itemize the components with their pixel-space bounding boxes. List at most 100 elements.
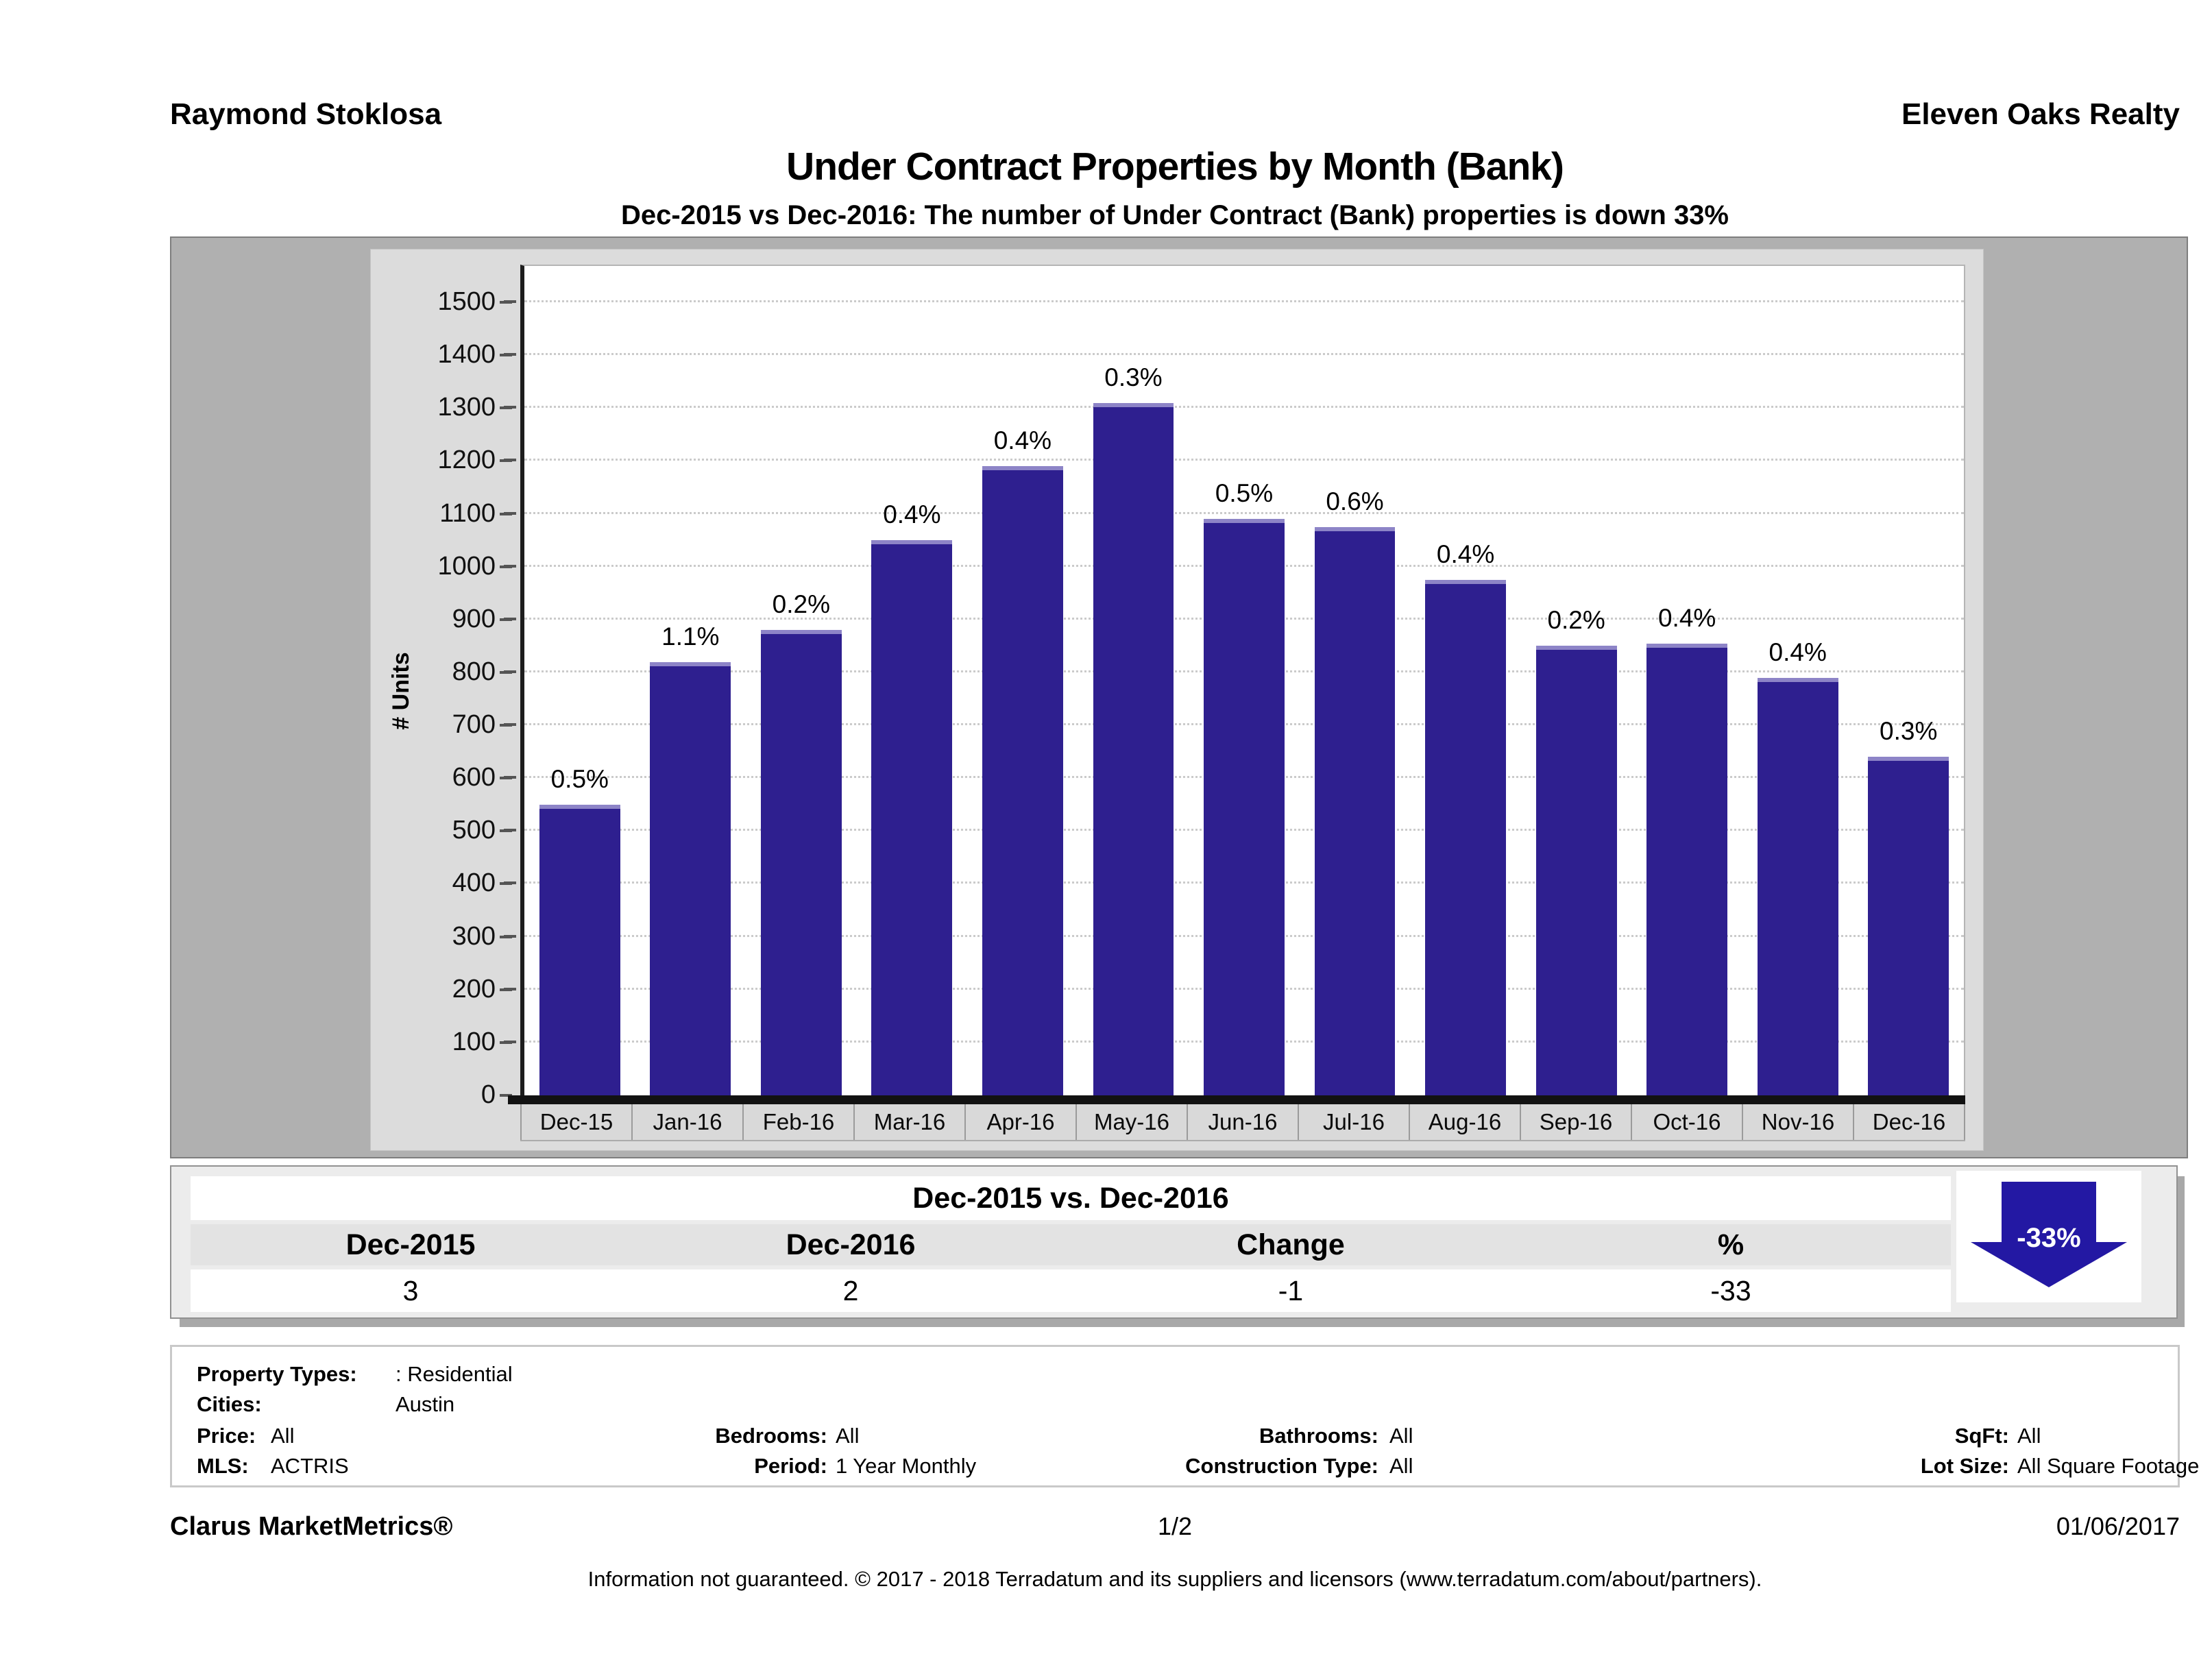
x-axis-label: Jul-16 bbox=[1299, 1104, 1410, 1140]
chart-panel: # Units 0 100 200 300 400 500 600 700 800 900 1000… bbox=[170, 236, 2188, 1158]
y-axis-tick-label: 600 bbox=[452, 763, 496, 792]
footer-row: Clarus MarketMetrics® 1/2 01/06/2017 bbox=[170, 1512, 2180, 1545]
bar-value-label: 0.4% bbox=[1657, 603, 1716, 632]
y-axis-tick-label: 1300 bbox=[437, 393, 496, 422]
lot-size-value: All Square Footage bbox=[2017, 1454, 2200, 1478]
y-axis: 0 100 200 300 400 500 600 700 800 900 1000 1100 1200… bbox=[371, 265, 516, 1109]
agent-name: Raymond Stoklosa bbox=[170, 97, 442, 131]
x-axis-label: Feb-16 bbox=[744, 1104, 855, 1140]
gridline bbox=[504, 406, 1964, 409]
page-subtitle: Dec-2015 vs Dec-2016: The number of Unde… bbox=[621, 200, 1729, 230]
bar-value-label: 0.3% bbox=[1104, 363, 1163, 391]
summary-value: 3 bbox=[402, 1275, 419, 1306]
bar-value-label: 0.4% bbox=[883, 500, 941, 529]
x-axis-label: Aug-16 bbox=[1410, 1104, 1521, 1140]
summary-value: -1 bbox=[1278, 1275, 1304, 1306]
x-axis-label: Mar-16 bbox=[855, 1104, 966, 1140]
y-axis-tick-label: 400 bbox=[452, 868, 496, 898]
x-axis-label: Apr-16 bbox=[966, 1104, 1077, 1140]
x-axis-label: Oct-16 bbox=[1632, 1104, 1743, 1140]
bar-value-label: 0.6% bbox=[1326, 487, 1384, 515]
y-axis-tick-label: 0 bbox=[481, 1080, 496, 1109]
summary-value: -33 bbox=[1710, 1275, 1751, 1306]
bedrooms-label: Bedrooms: bbox=[715, 1424, 827, 1448]
bar-value-label: 0.2% bbox=[772, 590, 830, 619]
bar-oct-16 bbox=[1646, 643, 1728, 1095]
y-axis-tick-label: 900 bbox=[452, 604, 496, 633]
bar-may-16 bbox=[1093, 402, 1174, 1095]
summary-col-header: Dec-2016 bbox=[786, 1228, 916, 1261]
bar-value-label: 0.4% bbox=[993, 426, 1052, 455]
bar-jul-16 bbox=[1314, 526, 1396, 1095]
bar-sep-16 bbox=[1535, 646, 1617, 1095]
filter-criteria-box: Property Types: : Residential Cities: Au… bbox=[170, 1345, 2199, 1487]
gridline bbox=[504, 511, 1964, 515]
y-axis-tick-label: 1000 bbox=[437, 551, 496, 581]
property-types-value: : Residential bbox=[396, 1362, 513, 1386]
summary-col-header: Change bbox=[1237, 1228, 1345, 1261]
bathrooms-value: All bbox=[1389, 1424, 1413, 1448]
y-axis-tick-label: 200 bbox=[452, 974, 496, 1004]
sqft-value: All bbox=[2017, 1424, 2041, 1448]
mls-value: ACTRIS bbox=[271, 1454, 349, 1478]
change-badge-label: -33% bbox=[2017, 1223, 2081, 1253]
down-arrow-icon: -33% bbox=[1971, 1182, 2127, 1287]
property-types-label: Property Types: bbox=[197, 1362, 357, 1386]
y-axis-tick-label: 800 bbox=[452, 657, 496, 686]
x-axis-label: Dec-15 bbox=[520, 1104, 633, 1140]
x-axis-label: Nov-16 bbox=[1743, 1104, 1854, 1140]
page-title: Under Contract Properties by Month (Bank… bbox=[786, 145, 1564, 189]
y-axis-tick-label: 100 bbox=[452, 1027, 496, 1056]
x-axis-label: Jun-16 bbox=[1188, 1104, 1299, 1140]
gridline bbox=[504, 459, 1964, 462]
y-axis-tick-label: 1500 bbox=[437, 287, 496, 316]
period-value: 1 Year Monthly bbox=[836, 1454, 977, 1478]
bar-value-label: 0.4% bbox=[1769, 637, 1827, 666]
summary-col-header: Dec-2015 bbox=[345, 1228, 476, 1261]
x-axis-line bbox=[508, 1095, 1965, 1104]
summary-title: Dec-2015 vs. Dec-2016 bbox=[191, 1176, 1951, 1220]
y-axis-tick-label: 700 bbox=[452, 710, 496, 740]
brand-name: Clarus MarketMetrics® bbox=[170, 1512, 453, 1541]
summary-table: Dec-2015 vs. Dec-2016 Dec-2015 Dec-2016 … bbox=[170, 1165, 2178, 1319]
bar-value-label: 0.2% bbox=[1547, 606, 1605, 635]
summary-value-row: 3 2 -1 -33 bbox=[191, 1269, 1951, 1312]
summary-header-row: Dec-2015 Dec-2016 Change % bbox=[191, 1224, 1951, 1265]
y-axis-tick-label: 300 bbox=[452, 921, 496, 951]
bar-jan-16 bbox=[650, 661, 731, 1095]
x-axis-label: May-16 bbox=[1077, 1104, 1188, 1140]
company-name: Eleven Oaks Realty bbox=[1901, 97, 2180, 131]
gridline bbox=[504, 300, 1964, 303]
bar-mar-16 bbox=[871, 540, 953, 1095]
x-axis-label: Jan-16 bbox=[633, 1104, 744, 1140]
sqft-label: SqFt: bbox=[1954, 1424, 2009, 1448]
price-label: Price: bbox=[197, 1424, 256, 1448]
chart-inner-panel: # Units 0 100 200 300 400 500 600 700 800 900 1000… bbox=[370, 249, 1984, 1151]
cities-label: Cities: bbox=[197, 1392, 262, 1416]
lot-size-label: Lot Size: bbox=[1920, 1454, 2009, 1478]
bar-value-label: 0.5% bbox=[1215, 479, 1274, 508]
price-value: All bbox=[271, 1424, 295, 1448]
bar-value-label: 0.5% bbox=[550, 764, 609, 793]
plot-area: 0.5% 1.1% 0.2% 0.4% 0.4% 0.3% 0.5% 0.6% 0.4% 0.2%… bbox=[504, 265, 1965, 1095]
bar-dec-15 bbox=[539, 804, 620, 1095]
y-axis-tick-label: 1200 bbox=[437, 446, 496, 475]
change-badge-card: -33% bbox=[1956, 1171, 2141, 1302]
bedrooms-value: All bbox=[836, 1424, 860, 1448]
report-date: 01/06/2017 bbox=[2056, 1512, 2180, 1540]
disclaimer-text: Information not guaranteed. © 2017 - 201… bbox=[587, 1567, 1762, 1591]
bar-aug-16 bbox=[1425, 579, 1507, 1095]
bar-dec-16 bbox=[1868, 757, 1949, 1095]
cities-value: Austin bbox=[396, 1392, 455, 1416]
summary-value: 2 bbox=[842, 1275, 859, 1306]
bar-value-label: 1.1% bbox=[661, 622, 720, 650]
down-arrow-shaft bbox=[2002, 1182, 2096, 1242]
x-axis: Dec-15 Jan-16 Feb-16 Mar-16 Apr-16 May-16 Jun-… bbox=[520, 1104, 1965, 1141]
gridline bbox=[504, 353, 1964, 356]
y-axis-tick-label: 1100 bbox=[439, 498, 496, 528]
down-arrow-head bbox=[1971, 1242, 2127, 1287]
x-axis-label: Sep-16 bbox=[1521, 1104, 1632, 1140]
bar-value-label: 0.3% bbox=[1880, 717, 1938, 746]
summary-col-header: % bbox=[1717, 1228, 1745, 1261]
